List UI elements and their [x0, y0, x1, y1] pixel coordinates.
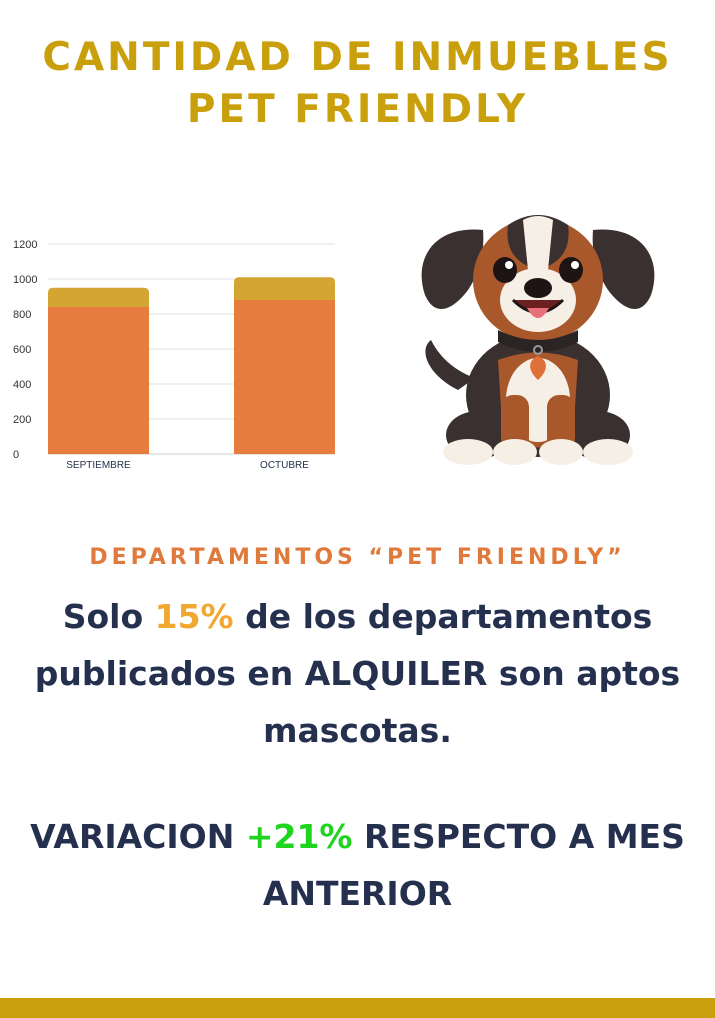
- page-title: CANTIDAD DE INMUEBLES PET FRIENDLY: [0, 32, 715, 136]
- title-line-1: CANTIDAD DE INMUEBLES: [42, 35, 673, 80]
- y-tick-label: 1000: [13, 274, 37, 286]
- section-subtitle: DEPARTAMENTOS “PET FRIENDLY”: [89, 545, 626, 570]
- y-tick-label: 200: [13, 414, 31, 426]
- bar-segment: [234, 277, 335, 300]
- statement-text: Solo 15% de los departamentos publicados…: [20, 588, 695, 759]
- statement-highlight: 15%: [154, 597, 234, 636]
- y-tick-label: 600: [13, 344, 31, 356]
- x-tick-label: OCTUBRE: [260, 460, 309, 471]
- bar-chart: 0 200 400 600 800 1000 1200 SEPTIEMBRE OCTUBRE: [13, 239, 335, 471]
- statement-suffix: de los departamentos publicados en ALQUI…: [34, 597, 681, 750]
- statement-prefix: Solo: [62, 597, 155, 636]
- variation-prefix: VARIACION: [30, 817, 246, 856]
- variation-text: VARIACION +21% RESPECTO A MES ANTERIOR: [20, 808, 695, 922]
- x-tick-label: SEPTIEMBRE: [66, 460, 131, 471]
- puppy-illustration-icon: [421, 215, 655, 465]
- bar-segment: [234, 300, 335, 454]
- bottom-bar: [0, 998, 715, 1018]
- y-tick-label: 0: [13, 449, 19, 461]
- y-tick-label: 800: [13, 309, 31, 321]
- y-tick-label: 400: [13, 379, 31, 391]
- bar-segment: [48, 307, 149, 454]
- bar-segment: [48, 287, 149, 307]
- variation-highlight: +21%: [245, 817, 353, 856]
- title-line-2: PET FRIENDLY: [186, 87, 529, 132]
- variation-suffix: RESPECTO A MES ANTERIOR: [262, 817, 685, 913]
- y-tick-label: 1200: [13, 239, 37, 251]
